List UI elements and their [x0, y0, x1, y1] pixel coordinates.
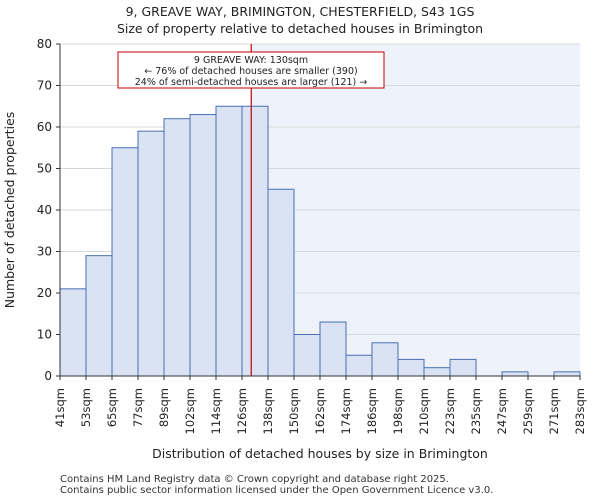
annotation-line2: ← 76% of detached houses are smaller (39…: [144, 66, 357, 77]
y-tick-label: 20: [37, 286, 52, 300]
x-axis-title: Distribution of detached houses by size …: [152, 446, 488, 461]
x-tick-label: 247sqm: [495, 388, 509, 434]
y-tick-label: 60: [37, 120, 52, 134]
x-tick-label: 126sqm: [235, 388, 249, 434]
x-tick-label: 174sqm: [339, 388, 353, 434]
x-tick-label: 41sqm: [53, 388, 67, 427]
x-tick-label: 53sqm: [79, 388, 93, 427]
bar: [553, 371, 581, 377]
bar: [241, 105, 269, 377]
y-tick-label: 80: [37, 37, 52, 51]
bar: [111, 147, 139, 377]
chart-title: 9, GREAVE WAY, BRIMINGTON, CHESTERFIELD,…: [125, 4, 475, 19]
x-tick-label: 77sqm: [131, 388, 145, 427]
footer-licence: Contains public sector information licen…: [60, 485, 494, 496]
x-tick-label: 271sqm: [547, 388, 561, 434]
footer-copyright: Contains HM Land Registry data © Crown c…: [60, 474, 449, 485]
chart-subtitle: Size of property relative to detached ho…: [116, 21, 484, 36]
y-tick-label: 70: [37, 79, 52, 93]
bar: [137, 130, 165, 377]
y-tick-label: 0: [44, 369, 52, 383]
y-axis-title: Number of detached properties: [2, 112, 17, 309]
bar: [423, 367, 451, 377]
annotation-box: [117, 51, 385, 89]
x-tick-label: 102sqm: [183, 388, 197, 434]
bar: [371, 342, 399, 377]
bar: [267, 188, 295, 377]
x-tick-label: 283sqm: [573, 388, 587, 434]
y-tick-label: 10: [37, 328, 52, 342]
x-tick-label: 235sqm: [469, 388, 483, 434]
x-tick-label: 114sqm: [209, 388, 223, 434]
x-tick-label: 223sqm: [443, 388, 457, 434]
bar: [189, 114, 217, 377]
bar: [85, 255, 113, 377]
x-tick-label: 210sqm: [417, 388, 431, 434]
bar: [319, 321, 347, 377]
bar: [449, 358, 477, 377]
y-tick-label: 50: [37, 162, 52, 176]
x-tick-label: 259sqm: [521, 388, 535, 434]
bar: [293, 334, 321, 377]
bar: [59, 288, 87, 377]
x-tick-label: 198sqm: [391, 388, 405, 434]
x-tick-label: 89sqm: [157, 388, 171, 427]
annotation-line3: 24% of semi-detached houses are larger (…: [135, 77, 368, 88]
bar: [163, 118, 191, 377]
x-tick-label: 186sqm: [365, 388, 379, 434]
y-tick-label: 40: [37, 203, 52, 217]
x-tick-label: 150sqm: [287, 388, 301, 434]
annotation-line1: 9 GREAVE WAY: 130sqm: [194, 55, 308, 66]
x-tick-label: 162sqm: [313, 388, 327, 434]
bar: [345, 354, 373, 377]
x-tick-label: 138sqm: [261, 388, 275, 434]
y-tick-label: 30: [37, 245, 52, 259]
bar: [397, 358, 425, 377]
bar: [215, 105, 243, 377]
bar: [501, 371, 529, 377]
x-tick-label: 65sqm: [105, 388, 119, 427]
